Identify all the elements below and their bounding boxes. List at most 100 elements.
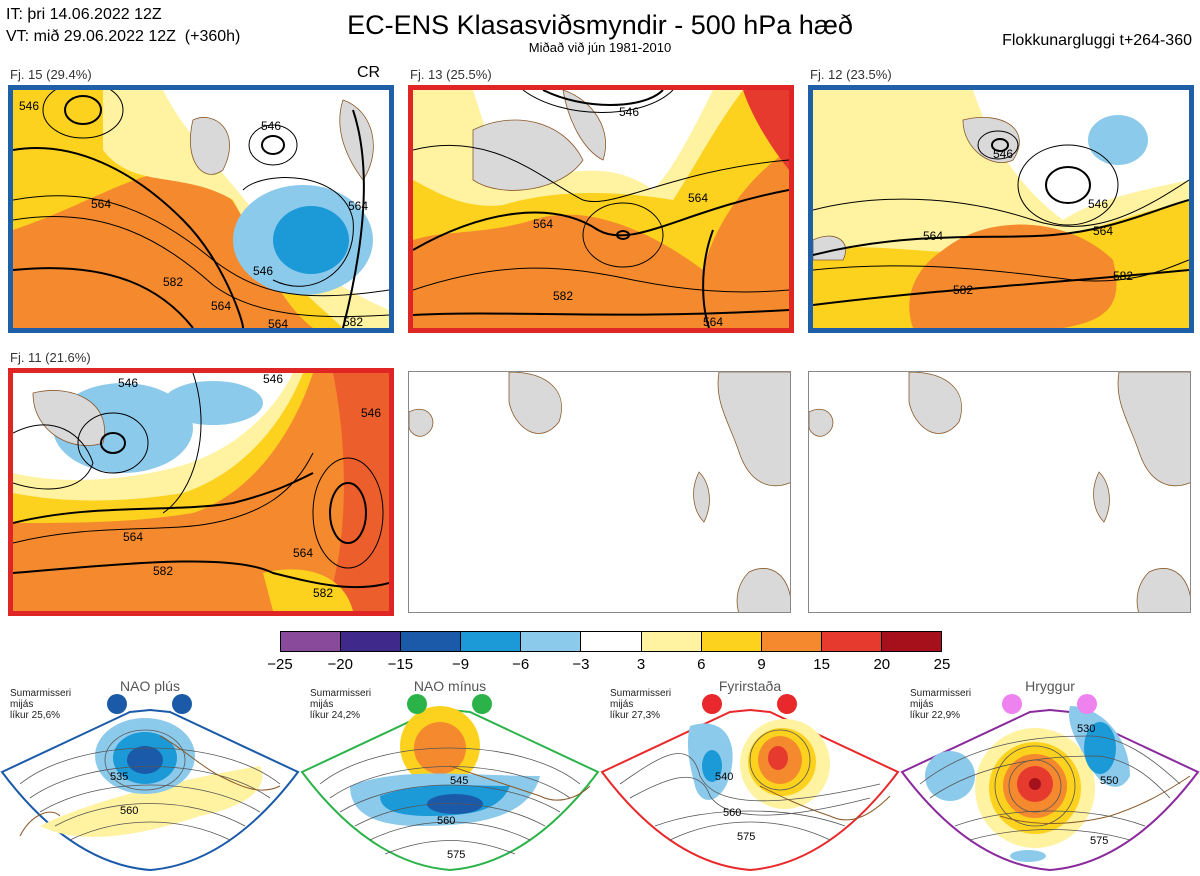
panel-3-contour-e: 582 <box>953 283 973 297</box>
panel-3-contour-b: 546 <box>1088 197 1108 211</box>
empty-map-6-graphic <box>809 372 1190 612</box>
colorbar-tick: 6 <box>697 656 706 673</box>
cluster-map-4[interactable]: 546 546 546 564 564 582 582 <box>8 368 394 616</box>
regime-3-contour-b: 560 <box>723 807 741 819</box>
empty-map-6 <box>808 371 1191 613</box>
regime-blocking-map: 540 560 575 <box>600 694 900 872</box>
regime-season: Sumarmisseri <box>610 688 672 699</box>
colorbar-swatch <box>461 632 522 651</box>
cluster-map-1-graphic: 564 546 582 564 546 564 582 546 564 <box>13 90 389 328</box>
regime-info: Sumarmisseri mijás líkur 27,3% <box>610 688 671 721</box>
regime-2-contour-a: 545 <box>450 775 468 787</box>
panel-1-label: Fj. 15 (29.4%) <box>10 67 92 82</box>
panel-4-contour-d: 564 <box>123 530 143 544</box>
run-info: IT: þri 14.06.2022 12Z VT: mið 29.06.202… <box>6 4 240 48</box>
page-title: EC-ENS Klasasviðsmyndir - 500 hPa hæð <box>347 10 853 40</box>
colorbar-tick: −15 <box>387 656 414 673</box>
panel-4-contour-g: 582 <box>313 586 333 600</box>
colorbar-tick: −3 <box>572 656 590 673</box>
regime-1-contour-a: 535 <box>110 771 128 783</box>
regime-3-contour-c: 575 <box>737 831 755 843</box>
regime-4-contour-b: 550 <box>1100 775 1118 787</box>
regime-2-contour-c: 575 <box>447 849 465 861</box>
panel-3-contour-d: 564 <box>1093 224 1113 238</box>
regime-period: mijás <box>910 699 934 710</box>
colorbar-swatch <box>821 632 882 651</box>
regime-probability: líkur 27,3% <box>610 710 661 721</box>
panel-1-contour-h: 546 <box>19 99 39 113</box>
regime-nao-plus: 535 560 NAO plús Sumarmisseri mijás líku… <box>0 676 300 876</box>
colorbar-tick: 9 <box>757 656 766 673</box>
panel-2-label: Fj. 13 (25.5%) <box>410 67 492 82</box>
cluster-map-2-graphic: 546 564 582 564 564 <box>413 90 789 328</box>
panel-1-contour-c: 582 <box>163 275 183 289</box>
panel-2-contour-d: 564 <box>688 191 708 205</box>
colorbar-swatch <box>881 632 942 651</box>
regime-info: Sumarmisseri mijás líkur 22,9% <box>910 688 971 721</box>
panel-1-contour-d: 564 <box>211 299 231 313</box>
colorbar-tick: −6 <box>512 656 530 673</box>
panel-2-contour-e: 564 <box>703 315 723 328</box>
cluster-map-3[interactable]: 546 546 564 564 582 582 <box>808 85 1194 333</box>
panel-1-contour-b: 546 <box>261 119 281 133</box>
regime-probability: líkur 22,9% <box>910 710 961 721</box>
colorbar-swatch <box>521 632 582 651</box>
panel-1-contour-f: 564 <box>348 199 368 213</box>
colorbar-swatch <box>701 632 762 651</box>
colorbar-swatch <box>761 632 822 651</box>
regime-4-contour-c: 575 <box>1090 835 1108 847</box>
regime-probability: líkur 25,6% <box>10 710 61 721</box>
regime-period: mijás <box>310 699 334 710</box>
colorbar-swatch <box>401 632 462 651</box>
regime-season: Sumarmisseri <box>910 688 972 699</box>
panel-2-contour-a: 546 <box>619 105 639 119</box>
valid-time: VT: mið 29.06.2022 12Z (+360h) <box>6 28 241 45</box>
colorbar-tick: −20 <box>327 656 353 673</box>
panel-3-label: Fj. 12 (23.5%) <box>810 67 892 82</box>
panel-3-contour-c: 564 <box>923 229 943 243</box>
regime-4-contour-a: 530 <box>1077 723 1095 735</box>
colorbar-swatch <box>341 632 402 651</box>
cluster-map-3-graphic: 546 546 564 564 582 582 <box>813 90 1189 328</box>
panel-3-contour-a: 546 <box>993 147 1013 161</box>
cluster-map-2[interactable]: 546 564 582 564 564 <box>408 85 794 333</box>
regime-period: mijás <box>10 699 34 710</box>
colorbar-tick: 3 <box>636 656 646 673</box>
colorbar-swatch <box>581 632 642 651</box>
empty-map-5 <box>408 371 791 613</box>
panel-2-contour-b: 564 <box>533 217 553 231</box>
panel-4-label: Fj. 11 (21.6%) <box>10 350 91 365</box>
page-subtitle: Miðað við jún 1981-2010 <box>528 40 672 55</box>
regime-info: Sumarmisseri mijás líkur 24,2% <box>310 688 371 721</box>
regime-info: Sumarmisseri mijás líkur 25,6% <box>10 688 71 721</box>
colorbar-tick: 20 <box>873 656 891 673</box>
panel-4-contour-e: 564 <box>293 546 313 560</box>
initial-time: IT: þri 14.06.2022 12Z <box>6 6 162 23</box>
colorbar-tick: −25 <box>267 656 293 673</box>
regime-3-contour-a: 540 <box>715 771 733 783</box>
panel-4-contour-a: 546 <box>118 376 138 390</box>
regime-season: Sumarmisseri <box>10 688 72 699</box>
regime-nao-minus: 545 560 575 NAO mínus Sumarmisseri mijás… <box>300 676 600 876</box>
regime-title: Hryggur <box>1025 678 1075 694</box>
colorbar-tick: 15 <box>813 656 830 673</box>
panel-1-contour-e: 546 <box>253 264 273 278</box>
panel-1-contour-a: 564 <box>91 197 111 211</box>
regime-2-contour-b: 560 <box>437 815 455 827</box>
colorbar-swatch <box>281 632 342 651</box>
regime-ridge: 530 550 575 Hryggur Sumarmisseri mijás l… <box>900 676 1200 876</box>
regime-period: mijás <box>610 699 634 710</box>
regime-title: Fyrirstaða <box>718 678 782 694</box>
regime-season: Sumarmisseri <box>310 688 372 699</box>
panel-3-contour-f: 582 <box>1113 269 1133 283</box>
panel-2-contour-c: 582 <box>553 289 573 303</box>
cluster-map-4-graphic: 546 546 546 564 564 582 582 <box>13 373 389 611</box>
regime-nao-plus-map: 535 560 <box>0 694 300 872</box>
regime-title: NAO plús <box>120 678 180 694</box>
cluster-map-1[interactable]: 564 546 582 564 546 564 582 546 564 <box>8 85 394 333</box>
panel-4-contour-c: 546 <box>361 406 381 420</box>
colorbar-tick: 25 <box>933 656 951 673</box>
panel-1-tag: CR <box>357 64 381 81</box>
regime-title: NAO mínus <box>413 678 487 694</box>
colorbar-tick: −9 <box>451 656 470 673</box>
